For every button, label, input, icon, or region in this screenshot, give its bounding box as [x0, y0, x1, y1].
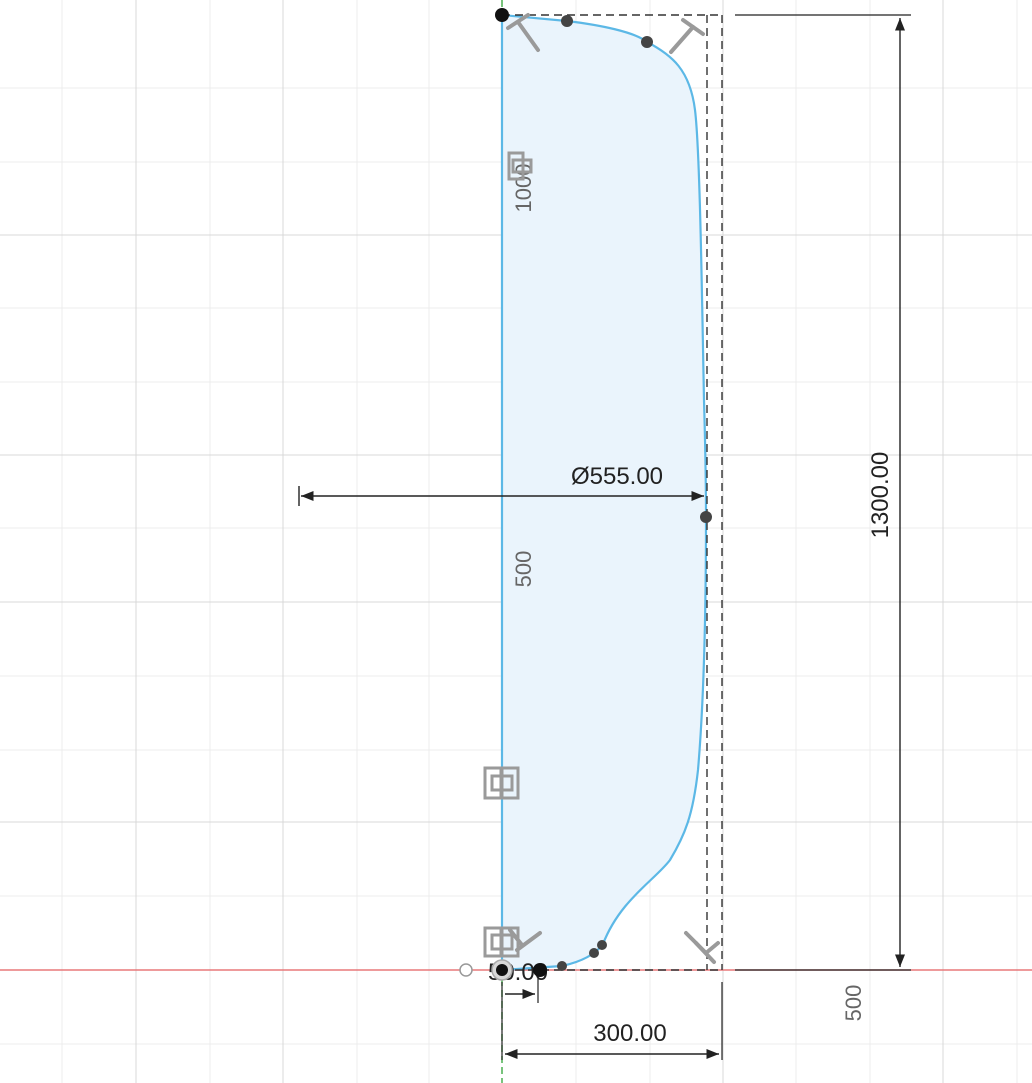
tangent-constraint-icon[interactable]	[684, 931, 720, 964]
dimension-diameter[interactable]: Ø555.00	[298, 463, 704, 506]
sketch-point	[557, 961, 567, 971]
tangent-constraint-icon[interactable]	[508, 928, 542, 952]
symmetry-constraint-icon[interactable]	[483, 926, 520, 958]
dimension-diameter-text[interactable]: Ø555.00	[571, 463, 663, 490]
dimension-height-text[interactable]: 1300.00	[867, 452, 894, 539]
sketch-point	[533, 963, 547, 977]
ruler-label-x-500: 500	[841, 985, 866, 1022]
sketch-points[interactable]	[459, 8, 712, 981]
ruler-label-y-500: 500	[511, 551, 536, 588]
tangent-constraint-icon[interactable]	[506, 13, 540, 52]
tangent-constraint-icon[interactable]	[669, 18, 705, 54]
sketch-point	[641, 36, 653, 48]
symmetry-constraint-icon[interactable]	[483, 766, 520, 800]
sketch-point	[700, 511, 712, 523]
sketch-point	[597, 940, 607, 950]
sketch-point-open	[459, 963, 473, 977]
sketch-point	[561, 15, 573, 27]
profile-region[interactable]	[500, 13, 708, 972]
construction-lines	[502, 14, 723, 971]
sketch-point	[495, 8, 509, 22]
dimension-width-text[interactable]: 300.00	[593, 1020, 666, 1047]
origin-point-center	[496, 964, 508, 976]
dimension-height[interactable]: 1300.00	[735, 14, 911, 971]
dimension-width[interactable]: 300.00	[501, 982, 723, 1060]
symmetry-constraint-icon[interactable]	[507, 151, 533, 181]
sketch-point	[589, 948, 599, 958]
